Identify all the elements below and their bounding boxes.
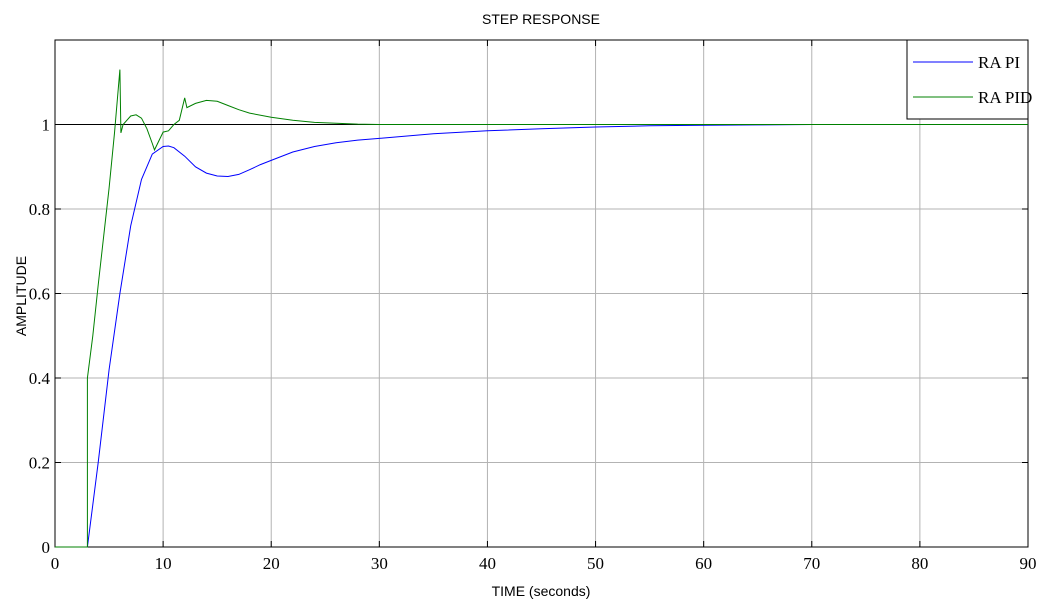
y-tick-label: 0.8 [29, 200, 50, 219]
x-tick-label: 20 [263, 554, 280, 573]
x-tick-label: 50 [587, 554, 604, 573]
series-lines [55, 69, 1028, 548]
y-tick-label: 0.2 [29, 454, 50, 473]
y-axis-label: AMPLITUDE [13, 256, 29, 336]
legend-box [906, 39, 1029, 120]
legend-label-ra-pid: RA PID [978, 88, 1032, 107]
x-tick-label: 60 [695, 554, 712, 573]
x-axis-ticks: 0 10 20 30 40 50 60 70 80 90 [51, 40, 1037, 573]
x-tick-label: 0 [51, 554, 60, 573]
x-tick-label: 40 [479, 554, 496, 573]
y-tick-label: 0.4 [29, 369, 51, 388]
x-tick-label: 90 [1020, 554, 1037, 573]
chart-title: STEP RESPONSE [482, 11, 600, 27]
x-tick-label: 70 [803, 554, 820, 573]
y-tick-label: 0 [42, 538, 51, 557]
x-axis-label: TIME (seconds) [492, 583, 591, 599]
legend-label-ra-pi: RA PI [978, 53, 1020, 72]
y-axis-ticks: 0 0.2 0.4 0.6 0.8 1 [29, 116, 1028, 557]
x-tick-label: 30 [371, 554, 388, 573]
grid [55, 40, 1028, 547]
y-tick-label: 1 [42, 116, 51, 135]
y-tick-label: 0.6 [29, 285, 50, 304]
series-line-ra-pid [55, 69, 1028, 548]
series-line-ra-pi [55, 124, 1028, 548]
x-tick-label: 10 [155, 554, 172, 573]
legend: RA PI RA PID [906, 39, 1032, 120]
x-tick-label: 80 [911, 554, 928, 573]
